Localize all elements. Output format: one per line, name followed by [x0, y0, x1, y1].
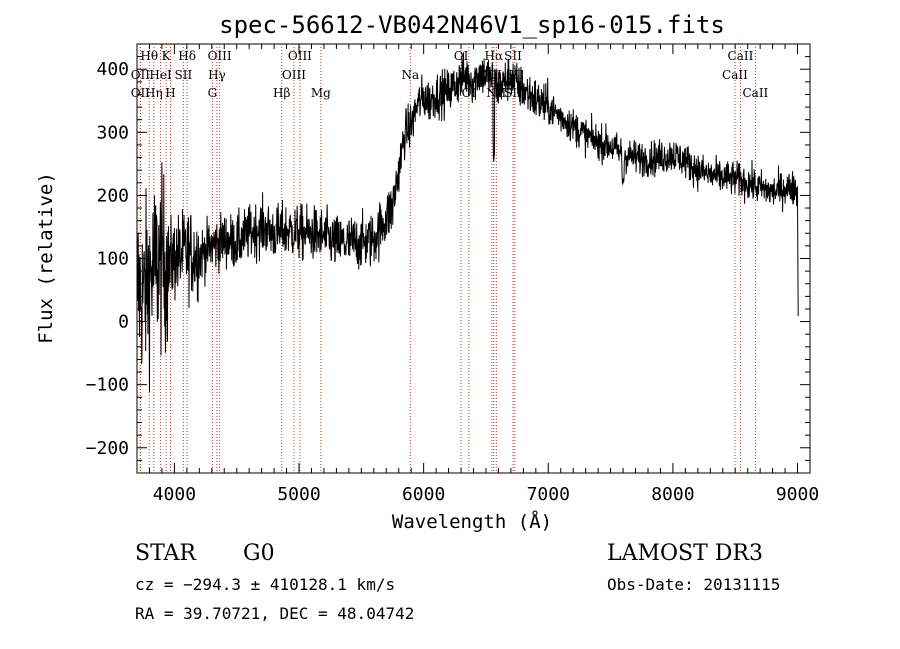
emission-line-label: CaII	[742, 86, 768, 100]
emission-line-label: OII	[131, 86, 151, 100]
x-tick-label: 5000	[277, 484, 320, 505]
x-axis-label: Wavelength (Å)	[392, 510, 552, 533]
object-subclass: G0	[243, 541, 275, 566]
emission-line-label: G	[208, 86, 218, 100]
y-tick-label: 400	[96, 59, 129, 80]
y-axis-label: Flux (relative)	[35, 172, 57, 344]
emission-line-label: CaII	[722, 68, 748, 82]
emission-line-label: K	[162, 49, 172, 63]
emission-line-label: Hα	[485, 49, 504, 63]
emission-line-label: SII	[175, 68, 193, 82]
emission-line-label: OIII	[208, 49, 232, 63]
chart-title: spec-56612-VB042N46V1_sp16-015.fits	[219, 11, 725, 39]
object-class: STAR	[135, 541, 197, 566]
emission-line-label: Hθ	[140, 49, 158, 63]
y-tick-label: −200	[86, 438, 129, 459]
radial-velocity: cz = −294.3 ± 410128.1 km/s	[135, 575, 395, 594]
x-tick-label: 7000	[527, 484, 570, 505]
emission-line-label: Hη	[145, 86, 163, 100]
y-tick-label: −100	[86, 375, 129, 396]
emission-line-label: CaII	[728, 49, 754, 63]
observation-date: Obs-Date: 20131115	[607, 575, 780, 594]
emission-line-label: OIII	[288, 49, 312, 63]
y-tick-label: 100	[96, 249, 129, 270]
emission-line-label: Mg	[311, 86, 331, 100]
x-tick-label: 8000	[651, 484, 694, 505]
y-tick-label: 300	[96, 122, 129, 143]
plot-frame	[136, 43, 811, 474]
survey-name: LAMOST DR3	[607, 541, 763, 566]
spectrum-series-line	[136, 52, 799, 393]
x-tick-label: 6000	[402, 484, 445, 505]
emission-line-label: Hδ	[178, 49, 196, 63]
emission-line-label: OIII	[282, 68, 306, 82]
emission-line-label: Hγ	[208, 68, 226, 82]
y-axis-ticks: −200 −100 0 100 200 300 400	[86, 43, 810, 474]
emission-line-label: Hβ	[273, 86, 290, 100]
y-tick-label: 0	[118, 312, 129, 333]
y-tick-label: 200	[96, 185, 129, 206]
emission-line-label: H	[165, 86, 175, 100]
emission-line-label: HeI	[149, 68, 172, 82]
x-tick-label: 9000	[776, 484, 819, 505]
x-tick-label: 4000	[153, 484, 196, 505]
sky-coordinates: RA = 39.70721, DEC = 48.04742	[135, 604, 414, 623]
emission-line-label: Na	[401, 68, 419, 82]
emission-line-label: OI	[454, 49, 469, 63]
x-axis-ticks: 4000 5000 6000 7000 8000 9000	[136, 44, 819, 505]
